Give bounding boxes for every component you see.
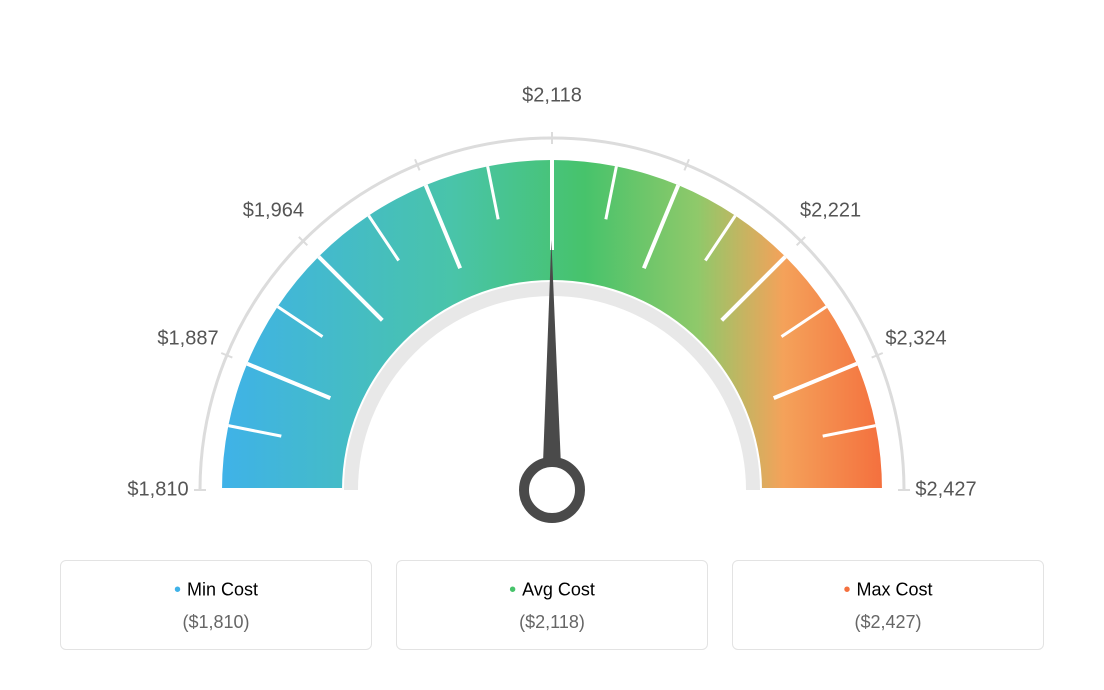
legend-label-avg: Avg Cost [522,579,595,599]
legend-title-max: • Max Cost [753,579,1023,602]
dot-icon: • [843,579,850,601]
legend-value-max: ($2,427) [753,612,1023,633]
legend-title-min: • Min Cost [81,579,351,602]
legend-card-avg: • Avg Cost ($2,118) [396,560,708,650]
gauge-tick-label: $2,324 [885,328,946,351]
dot-icon: • [509,579,516,601]
legend-value-min: ($1,810) [81,612,351,633]
gauge-tick-label: $1,887 [157,328,218,351]
gauge-tick-label: $1,810 [127,479,188,502]
legend-label-max: Max Cost [856,579,932,599]
legend-row: • Min Cost ($1,810) • Avg Cost ($2,118) • M… [20,560,1084,650]
gauge-tick-label: $1,964 [243,200,304,223]
gauge-tick-label: $2,427 [915,479,976,502]
legend-title-avg: • Avg Cost [417,579,687,602]
legend-value-avg: ($2,118) [417,612,687,633]
gauge: $1,810 $1,887 $1,964 $2,118 $2,221 $2,324 $2,4… [20,20,1084,550]
chart-container: $1,810 $1,887 $1,964 $2,118 $2,221 $2,324 $2,4… [0,0,1104,690]
legend-label-min: Min Cost [187,579,258,599]
legend-card-min: • Min Cost ($1,810) [60,560,372,650]
gauge-tick-label: $2,221 [800,200,861,223]
gauge-tick-label: $2,118 [522,85,582,108]
dot-icon: • [174,579,181,601]
legend-card-max: • Max Cost ($2,427) [732,560,1044,650]
